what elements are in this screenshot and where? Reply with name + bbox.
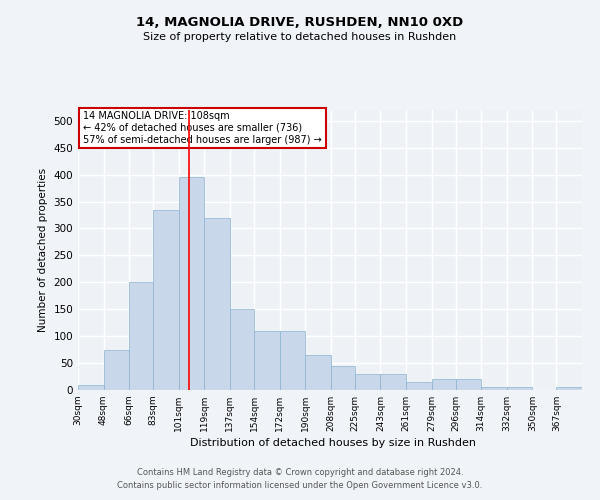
Bar (431, 379, 455, 390)
Bar (507, 388, 532, 390)
Bar (104, 350, 129, 390)
Text: Contains public sector information licensed under the Open Government Licence v3: Contains public sector information licen… (118, 480, 482, 490)
Bar (129, 282, 153, 390)
Bar (331, 366, 355, 390)
Bar (179, 178, 205, 390)
Bar (205, 218, 230, 390)
Bar (78, 384, 104, 390)
Bar (455, 379, 481, 390)
Bar (481, 388, 507, 390)
Text: 14 MAGNOLIA DRIVE: 108sqm
← 42% of detached houses are smaller (736)
57% of semi: 14 MAGNOLIA DRIVE: 108sqm ← 42% of detac… (83, 112, 322, 144)
Text: Contains HM Land Registry data © Crown copyright and database right 2024.: Contains HM Land Registry data © Crown c… (137, 468, 463, 477)
Bar (254, 331, 280, 390)
Text: Size of property relative to detached houses in Rushden: Size of property relative to detached ho… (143, 32, 457, 42)
Bar (355, 374, 380, 390)
Y-axis label: Number of detached properties: Number of detached properties (38, 168, 48, 332)
Bar (556, 388, 582, 390)
Bar (280, 331, 305, 390)
Bar (305, 355, 331, 390)
Bar (380, 374, 406, 390)
Bar (230, 309, 254, 390)
Text: 14, MAGNOLIA DRIVE, RUSHDEN, NN10 0XD: 14, MAGNOLIA DRIVE, RUSHDEN, NN10 0XD (136, 16, 464, 29)
Bar (406, 382, 431, 390)
Text: Distribution of detached houses by size in Rushden: Distribution of detached houses by size … (190, 438, 476, 448)
Bar (153, 210, 179, 390)
